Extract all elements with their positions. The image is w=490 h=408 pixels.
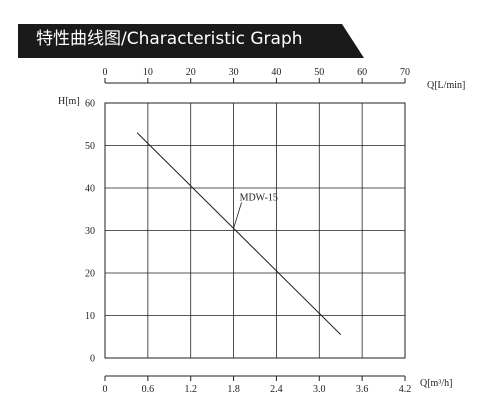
x-tick-label: 3.6	[356, 384, 369, 395]
x-top-tick-label: 10	[143, 67, 153, 78]
x-top-tick-label: 60	[357, 67, 367, 78]
x-top-tick-label: 40	[271, 67, 281, 78]
x-top-tick-label: 20	[186, 67, 196, 78]
x-tick-label: 3.0	[313, 384, 326, 395]
bottom-axis: 0 0.6 1.2 1.8 2.4 3.0 3.6 4.2	[103, 375, 412, 395]
chart-frame	[104, 102, 406, 359]
header-background	[18, 24, 364, 58]
y-tick-label: 10	[85, 311, 95, 322]
header-banner: 特性曲线图/Characteristic Graph	[0, 0, 490, 58]
y-tick-label: 20	[85, 269, 95, 280]
x-top-tick-label: 30	[229, 67, 239, 78]
page-title: 特性曲线图/Characteristic Graph	[36, 29, 303, 49]
y-tick-label: 40	[85, 184, 95, 195]
x-top-tick-label: 0	[103, 67, 108, 78]
x-tick-label: 0	[103, 384, 108, 395]
x-top-tick-label: 70	[400, 67, 410, 78]
chart-grid	[105, 103, 405, 358]
x-tick-label: 2.4	[270, 384, 283, 395]
series-label-leader	[233, 202, 242, 229]
y-tick-label: 60	[85, 99, 95, 110]
x-tick-label: 4.2	[399, 384, 412, 395]
plot-frame	[104, 102, 406, 359]
y-tick-label: 50	[85, 141, 95, 152]
characteristic-chart: 0 10 20 30 40 50 60 70 0 0.6 1.2 1.8 2.4 3.0 3.6 4.2 0…	[58, 67, 465, 395]
x-tick-label: 0.6	[142, 384, 155, 395]
x-bottom-axis-label: Q[m³/h]	[420, 378, 452, 389]
x-tick-label: 1.2	[184, 384, 197, 395]
series-label-mdw-15: MDW-15	[240, 192, 278, 203]
y-tick-label: 30	[85, 226, 95, 237]
y-tick-label: 0	[90, 354, 95, 365]
left-axis: 0 10 20 30 40 50 60	[85, 99, 95, 365]
chart-series: MDW-15	[136, 132, 342, 335]
x-tick-label: 1.8	[227, 384, 240, 395]
y-axis-label: H[m]	[58, 96, 80, 107]
top-axis: 0 10 20 30 40 50 60 70	[103, 67, 410, 84]
x-top-tick-label: 50	[314, 67, 324, 78]
x-top-axis-label: Q[L/min]	[427, 80, 465, 91]
series-line-mdw-15	[136, 132, 342, 335]
